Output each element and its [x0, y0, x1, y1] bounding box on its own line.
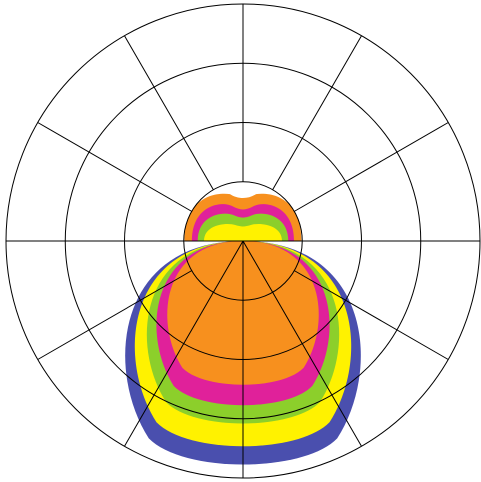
grid-spoke-120	[124, 292, 214, 447]
grid-spoke-150	[37, 270, 192, 360]
lobe-up-band-yellow	[203, 223, 283, 241]
grid-spoke-240	[124, 35, 214, 190]
grid-inner-spoke-120	[212, 240, 244, 293]
grid-spoke-60	[272, 292, 362, 447]
grid-spoke-210	[37, 122, 192, 212]
grid-spoke-30	[294, 270, 449, 360]
grid-inner-spoke-60	[242, 240, 274, 293]
grid-spoke-300	[272, 35, 362, 190]
polar-grid	[5, 3, 481, 479]
grid-spoke-330	[294, 122, 449, 212]
